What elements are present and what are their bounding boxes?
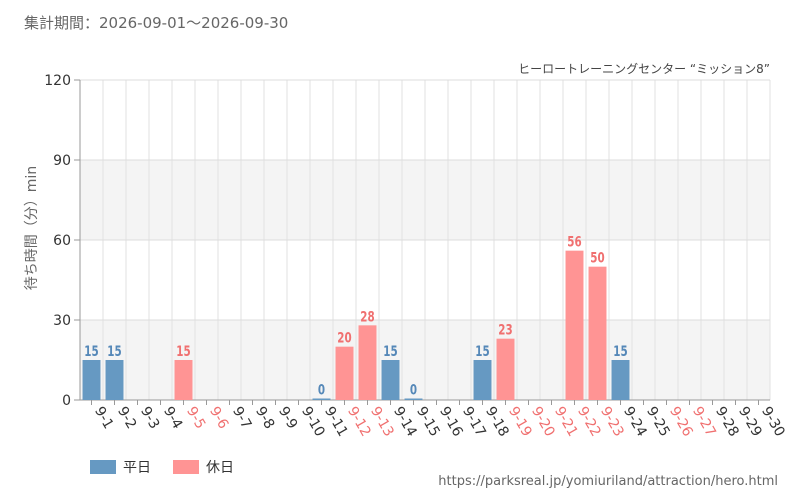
x-tick-label-9-9: 9-9: [275, 404, 300, 432]
legend-item-holiday[interactable]: 休日: [173, 457, 234, 477]
bar-9-1: [82, 360, 101, 400]
data-label-9-13: 28: [360, 309, 374, 325]
x-tick-label-9-23: 9-23: [597, 404, 627, 440]
data-label-9-18: 15: [475, 344, 489, 360]
weekday-swatch: [90, 460, 116, 474]
x-tick-label-9-28: 9-28: [712, 404, 742, 440]
bar-9-15: [404, 398, 423, 400]
x-tick-label-9-18: 9-18: [482, 404, 512, 440]
x-tick-label-9-22: 9-22: [574, 404, 604, 440]
data-label-9-1: 15: [84, 344, 98, 360]
legend-item-weekday[interactable]: 平日: [90, 457, 151, 477]
holiday-swatch: [173, 460, 199, 474]
x-tick-label-9-30: 9-30: [758, 404, 788, 440]
x-tick-label-9-25: 9-25: [643, 404, 673, 440]
x-tick-label-9-6: 9-6: [206, 404, 231, 432]
x-tick-label-9-12: 9-12: [344, 404, 374, 440]
x-tick-label-9-7: 9-7: [229, 404, 254, 432]
bar-9-24: [611, 360, 630, 400]
attraction-name: ヒーロートレーニングセンター “ミッション8”: [518, 62, 770, 76]
data-label-9-15: 0: [410, 382, 417, 398]
wait-time-chart: 0 30 60 90 120 15 9-1 15 9-29-39-4 15 9-59-69-79-8…: [44, 73, 788, 440]
data-label-9-22: 56: [567, 235, 581, 251]
data-label-9-5: 15: [176, 344, 190, 360]
source-url: https://parksreal.jp/yomiuriland/attract…: [438, 474, 778, 489]
data-label-9-19: 23: [498, 323, 512, 339]
legend: 平日 休日: [90, 457, 234, 477]
period-label: 集計期間：2026-09-01～2026-09-30: [24, 14, 289, 32]
x-tick-label-9-21: 9-21: [551, 404, 581, 440]
bar-9-11: [312, 398, 331, 400]
x-tick-label-9-14: 9-14: [390, 404, 420, 440]
x-tick-label-9-5: 9-5: [183, 404, 208, 432]
bar-9-2: [105, 360, 124, 400]
bar-9-18: [473, 360, 492, 400]
x-tick-label-9-2: 9-2: [114, 404, 139, 432]
x-tick-label-9-29: 9-29: [735, 404, 765, 440]
x-tick-label-9-13: 9-13: [367, 404, 397, 440]
data-label-9-2: 15: [107, 344, 121, 360]
data-label-9-12: 20: [337, 331, 351, 347]
x-tick-label-9-11: 9-11: [321, 404, 351, 440]
x-tick-label-9-4: 9-4: [160, 404, 185, 432]
x-tick-label-9-17: 9-17: [459, 404, 489, 440]
bar-9-22: [565, 250, 584, 400]
x-tick-label-9-16: 9-16: [436, 404, 466, 440]
x-tick-label-9-24: 9-24: [620, 404, 650, 440]
data-label-9-24: 15: [613, 344, 627, 360]
bar-9-14: [381, 360, 400, 400]
y-tick-label: 30: [53, 313, 71, 329]
x-tick-label-9-19: 9-19: [505, 404, 535, 440]
x-tick-label-9-27: 9-27: [689, 404, 719, 440]
legend-holiday-label: 休日: [206, 460, 234, 476]
y-tick-label: 60: [53, 233, 71, 249]
bar-9-19: [496, 338, 515, 400]
x-tick-label-9-3: 9-3: [137, 404, 162, 432]
legend-weekday-label: 平日: [123, 460, 151, 476]
data-label-9-23: 50: [590, 251, 604, 267]
x-tick-label-9-8: 9-8: [252, 404, 277, 432]
x-tick-label-9-20: 9-20: [528, 404, 558, 440]
y-tick-label: 90: [53, 153, 71, 169]
bar-9-13: [358, 325, 377, 400]
x-tick-label-9-26: 9-26: [666, 404, 696, 440]
x-tick-label-9-10: 9-10: [298, 404, 328, 440]
bar-9-12: [335, 346, 354, 400]
data-label-9-11: 0: [318, 382, 325, 398]
data-label-9-14: 15: [383, 344, 397, 360]
y-tick-label: 0: [62, 393, 71, 409]
x-tick-label-9-15: 9-15: [413, 404, 443, 440]
bar-9-5: [174, 360, 193, 400]
bar-9-23: [588, 266, 607, 400]
y-tick-label: 120: [44, 73, 71, 89]
x-tick-label-9-1: 9-1: [91, 404, 116, 432]
